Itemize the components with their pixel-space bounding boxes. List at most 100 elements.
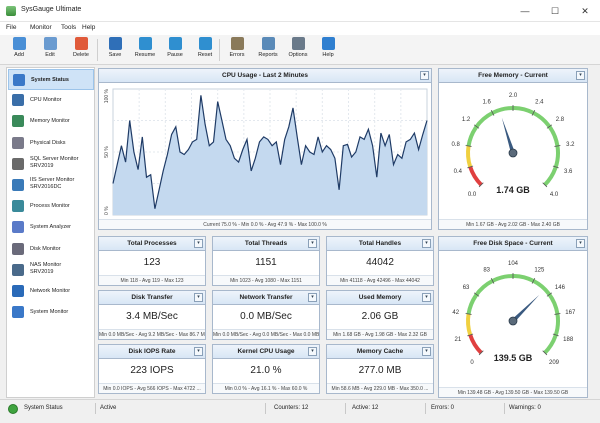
stat-title: Memory Cache — [327, 345, 433, 359]
stat-panel-disk-iops-rate: Disk IOPS Rate ▾ 223 IOPS Min 0.0 IOPS - Av… — [98, 344, 206, 394]
sidebar-item-label: Disk Monitor — [30, 245, 61, 252]
panel-menu-button[interactable]: ▾ — [422, 239, 431, 248]
nas-icon — [12, 263, 24, 276]
reports-icon — [261, 37, 275, 50]
sidebar: System Status CPU Monitor Memory Monitor Ph… — [6, 67, 95, 398]
panel-menu-button[interactable]: ▾ — [420, 71, 429, 80]
panel-menu-button[interactable]: ▾ — [422, 347, 431, 356]
sidebar-item-sql-server-monitor[interactable]: SQL Server Monitor SRV2019 — [8, 154, 94, 175]
status-errors: Errors: 0 — [431, 405, 455, 411]
iis-icon — [12, 179, 24, 191]
stat-value: 223 IOPS — [130, 365, 174, 376]
close-button[interactable]: ✕ — [581, 6, 589, 16]
monitor-icon — [13, 74, 25, 86]
gauge-value: 1.74 GB — [496, 185, 530, 195]
toolbar-button-label: Options — [288, 52, 308, 58]
stat-footer: Min 0.0 MB/Sec - Avg 0.0 MB/Sec - Max 0.… — [213, 329, 319, 339]
toolbar-reset-button[interactable]: Reset — [190, 37, 220, 64]
cpu-icon — [12, 94, 24, 107]
panel-menu-button[interactable]: ▾ — [194, 347, 203, 356]
stat-panel-used-memory: Used Memory ▾ 2.06 GB Min 1.68 GB - Avg 1.9… — [326, 290, 434, 340]
toolbar-delete-button[interactable]: Delete — [66, 37, 96, 64]
stat-value: 21.0 % — [250, 365, 282, 376]
sidebar-item-disk-monitor[interactable]: Disk Monitor — [8, 239, 94, 260]
panel-menu-button[interactable]: ▾ — [308, 347, 317, 356]
gauge-green-zone — [466, 106, 560, 187]
stat-footer: Min 58.6 MB - Avg 229.0 MB - Max 350.0 .… — [327, 383, 433, 393]
gauge-tick-label: 0.8 — [452, 142, 461, 148]
stat-footer: Min 1023 - Avg 1080 - Max 1151 — [213, 275, 319, 285]
menu-monitor[interactable]: Monitor — [30, 24, 52, 31]
panel-menu-button[interactable]: ▾ — [194, 293, 203, 302]
toolbar-help-button[interactable]: Help — [313, 37, 343, 64]
stat-footer: Min 118 - Avg 119 - Max 123 — [99, 275, 205, 285]
divider — [265, 403, 266, 414]
menu-tools[interactable]: Tools — [61, 24, 77, 31]
minimize-button[interactable]: — — [520, 6, 530, 16]
toolbar-button-label: Add — [14, 52, 24, 58]
gauge-tick — [473, 292, 480, 297]
stat-title: Network Transfer — [213, 291, 319, 305]
sidebar-item-nas-monitor[interactable]: NAS Monitor SRV2019 — [8, 260, 94, 281]
toolbar-edit-button[interactable]: Edit — [35, 37, 65, 64]
toolbar-pause-button[interactable]: Pause — [160, 37, 190, 64]
toolbar-divider — [219, 39, 220, 61]
panel-menu-button[interactable]: ▾ — [194, 239, 203, 248]
stat-panel-disk-transfer: Disk Transfer ▾ 3.4 MB/Sec Min 0.0 MB/Sec -… — [98, 290, 206, 340]
toolbar-button-label: Delete — [73, 52, 89, 58]
status-counters: Counters: 12 — [274, 405, 309, 411]
panel-menu-button[interactable]: ▾ — [422, 293, 431, 302]
gauge-tick — [531, 110, 536, 116]
panel-menu-button[interactable]: ▾ — [308, 239, 317, 248]
panel-menu-button[interactable]: ▾ — [576, 71, 585, 80]
toolbar-options-button[interactable]: Options — [283, 37, 313, 64]
panel-menu-button[interactable]: ▾ — [576, 239, 585, 248]
sidebar-item-system-analyzer[interactable]: System Analyzer — [8, 217, 94, 238]
gauge-tick — [554, 145, 561, 147]
sidebar-item-process-monitor[interactable]: Process Monitor — [8, 196, 94, 217]
sidebar-item-system-monitor[interactable]: System Monitor — [8, 302, 94, 323]
sidebar-item-label: CPU Monitor — [30, 97, 62, 104]
errors-icon — [230, 37, 244, 50]
sidebar-item-label: Memory Monitor — [30, 118, 70, 125]
sidebar-item-label: System Monitor — [30, 309, 69, 316]
sidebar-item-network-monitor[interactable]: Network Monitor — [8, 281, 94, 302]
sidebar-item-system-status[interactable]: System Status — [8, 69, 94, 90]
network-icon — [12, 285, 24, 297]
stat-title: Kernel CPU Usage — [213, 345, 319, 359]
gauge-tick-label: 1.2 — [462, 117, 471, 123]
stat-footer: Min 1.68 GB - Avg 1.98 GB - Max 2.32 GB — [327, 329, 433, 339]
gauge-tick-label: 146 — [555, 285, 566, 291]
reset-icon — [198, 37, 212, 50]
gauge-tick — [542, 350, 548, 356]
panel-menu-button[interactable]: ▾ — [308, 293, 317, 302]
menu-file[interactable]: File — [6, 24, 17, 31]
toolbar-add-button[interactable]: Add — [4, 37, 34, 64]
toolbar-button-label: Pause — [167, 52, 183, 58]
toolbar-save-button[interactable]: Save — [100, 37, 130, 64]
gauge-tick — [478, 350, 484, 356]
sidebar-item-memory-monitor[interactable]: Memory Monitor — [8, 111, 94, 132]
gauge-green-zone — [466, 274, 560, 355]
status-ok-icon — [8, 404, 18, 414]
maximize-button[interactable]: ☐ — [550, 6, 560, 16]
divider — [95, 403, 96, 414]
analyzer-icon — [12, 221, 24, 234]
toolbar-button-label: Save — [108, 52, 122, 58]
free-memory-gauge: 0.0 0.4 0.8 1.2 1.6 2.0 2.4 2.8 3.2 3.6 4.0 1.74 GB — [452, 93, 576, 198]
toolbar-reports-button[interactable]: Reports — [253, 37, 283, 64]
gauge-tick-label: 2.0 — [509, 93, 518, 99]
gauge-hub — [508, 148, 518, 158]
toolbar: Add Edit Delete Save Resume Pause Reset Errors R… — [0, 35, 600, 65]
menu-bar: File Monitor Tools Help — [0, 22, 600, 35]
sidebar-item-iis-server-monitor[interactable]: IIS Server Monitor SRV2016DC — [8, 175, 94, 196]
free-disk-title: Free Disk Space - Current — [439, 237, 587, 251]
menu-help[interactable]: Help — [82, 24, 96, 31]
sidebar-item-physical-disks[interactable]: Physical Disks — [8, 133, 94, 154]
stat-footer: Min 41118 - Avg 42496 - Max 44042 — [327, 275, 433, 285]
toolbar-errors-button[interactable]: Errors — [222, 37, 252, 64]
toolbar-resume-button[interactable]: Resume — [130, 37, 160, 64]
sidebar-item-label: System Analyzer — [30, 224, 71, 231]
sidebar-item-cpu-monitor[interactable]: CPU Monitor — [8, 90, 94, 111]
cpu-panel-title: CPU Usage - Last 2 Minutes — [99, 69, 431, 83]
